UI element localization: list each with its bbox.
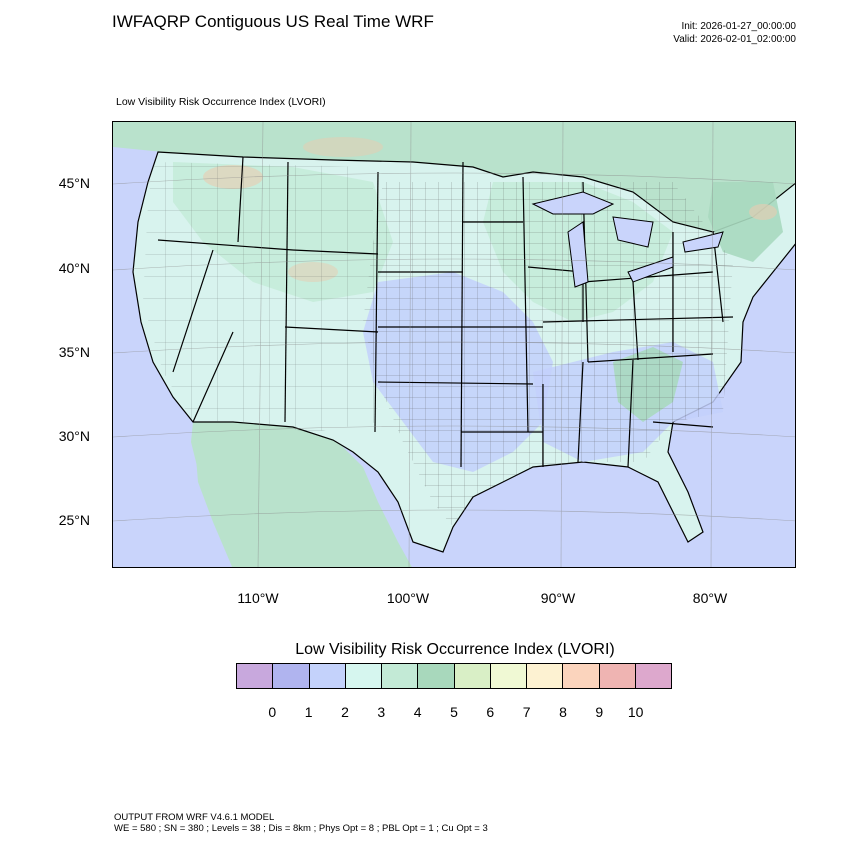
colorbar-swatch: [309, 664, 346, 688]
init-valid-times: Init: 2026-01-27_00:00:00 Valid: 2026-02…: [673, 20, 796, 46]
colorbar-swatch: [490, 664, 527, 688]
model-info: OUTPUT FROM WRF V4.6.1 MODEL WE = 580 ; …: [114, 812, 488, 834]
lat-label-45: 45°N: [58, 175, 90, 191]
great-lakes: [531, 191, 724, 288]
colorbar-swatch: [382, 664, 419, 688]
map-subtitle: Low Visibility Risk Occurrence Index (LV…: [116, 96, 326, 108]
colorbar-tick-label: 1: [304, 704, 313, 720]
colorbar-swatch: [418, 664, 455, 688]
colorbar-swatch: [527, 664, 564, 688]
model-config: WE = 580 ; SN = 380 ; Levels = 38 ; Dis …: [114, 823, 488, 834]
mountain-spot: [749, 204, 777, 220]
lon-label-80w: 80°W: [692, 590, 728, 606]
colorbar-tick-label: 2: [341, 704, 349, 720]
colorbar-tick-label: 6: [486, 704, 495, 720]
mountain-spot: [303, 137, 383, 157]
colorbar-tick-label: 5: [450, 704, 458, 720]
lon-label-100w: 100°W: [386, 590, 430, 606]
conus-map: [113, 122, 795, 567]
state-borders: [157, 156, 734, 468]
colorbar-tick-label: 0: [268, 704, 277, 720]
colorbar-swatch: [599, 664, 636, 688]
colorbar-tick-label: 9: [595, 704, 604, 720]
colorbar-tick-label: 4: [413, 704, 422, 720]
lat-label-40: 40°N: [58, 260, 90, 276]
canada-land: [113, 122, 795, 232]
colorbar-swatch: [563, 664, 600, 688]
colorbar-swatch: [635, 664, 671, 688]
lon-label-110w: 110°W: [237, 590, 279, 606]
lat-label-35: 35°N: [58, 344, 90, 360]
colorbar-tick-label: 8: [559, 704, 567, 720]
colorbar-swatch: [345, 664, 382, 688]
lat-label-25: 25°N: [58, 512, 90, 528]
colorbar-swatch: [273, 664, 310, 688]
graticule: [113, 122, 795, 567]
valid-time: Valid: 2026-02-01_02:00:00: [673, 34, 796, 45]
lon-label-90w: 90°W: [540, 590, 576, 606]
colorbar-tick-label: 7: [522, 704, 531, 720]
map-panel: [112, 121, 796, 568]
colorbar-tick-label: 10: [627, 704, 644, 720]
colorbar-swatch: [454, 664, 491, 688]
mexico-land: [193, 422, 412, 567]
init-time: Init: 2026-01-27_00:00:00: [681, 21, 796, 32]
northeast-high-region: [708, 182, 783, 262]
colorbar-title: Low Visibility Risk Occurrence Index (LV…: [295, 641, 615, 658]
plot-title: IWFAQRP Contiguous US Real Time WRF: [112, 12, 434, 31]
colorbar-swatch: [237, 664, 274, 688]
baja-land: [191, 422, 238, 552]
colorbar: [236, 663, 672, 689]
lat-label-30: 30°N: [58, 428, 90, 444]
model-version: OUTPUT FROM WRF V4.6.1 MODEL: [114, 812, 275, 823]
colorbar-tick-label: 3: [377, 704, 386, 720]
county-lines-west: [143, 162, 378, 432]
